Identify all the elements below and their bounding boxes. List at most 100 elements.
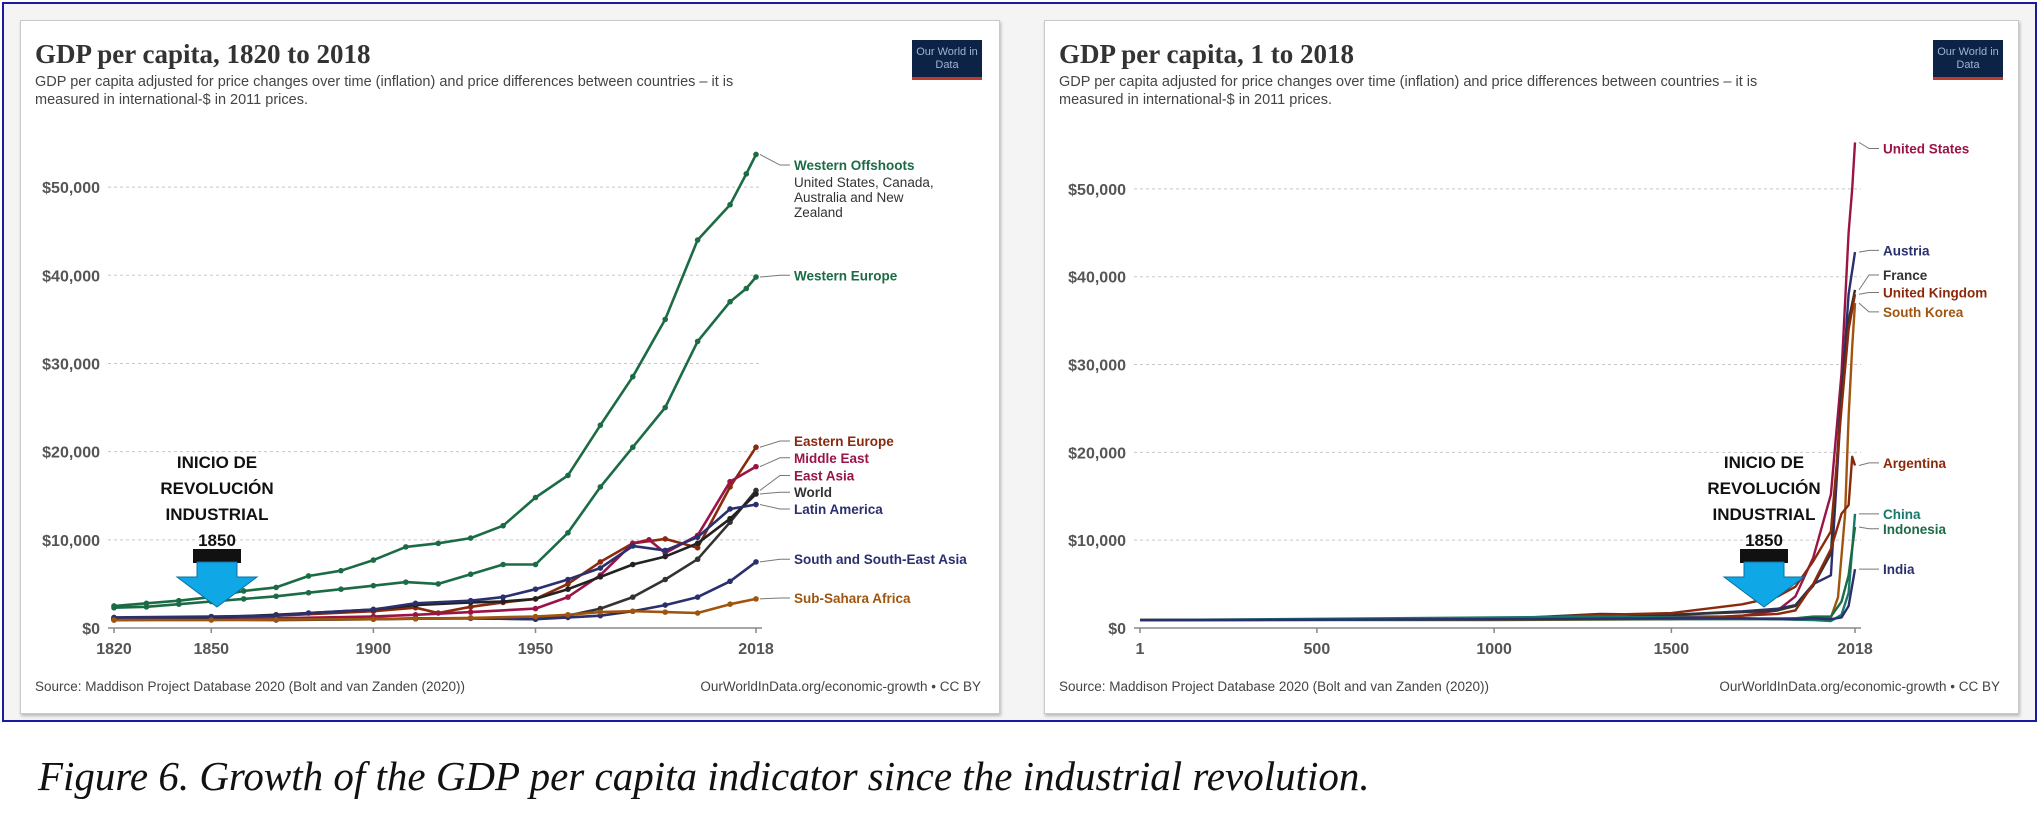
data-point bbox=[500, 522, 506, 529]
data-point bbox=[753, 501, 759, 508]
data-point bbox=[176, 601, 182, 607]
series-label: East Asia bbox=[794, 468, 855, 483]
data-point bbox=[694, 237, 701, 243]
data-point bbox=[753, 596, 759, 602]
data-point bbox=[694, 534, 701, 540]
x-tick-label: 1 bbox=[1136, 641, 1145, 658]
series-label: Western Europe bbox=[794, 268, 898, 283]
data-point bbox=[753, 274, 759, 280]
data-point bbox=[694, 556, 701, 563]
data-point bbox=[500, 561, 506, 568]
data-point bbox=[532, 613, 539, 620]
data-point bbox=[565, 576, 571, 583]
data-point bbox=[305, 573, 312, 579]
series-note: United States, Canada, bbox=[794, 175, 934, 190]
label-connector bbox=[759, 440, 790, 448]
series-label: South and South-East Asia bbox=[794, 552, 967, 567]
data-point bbox=[662, 609, 669, 615]
data-point bbox=[727, 298, 733, 305]
x-tick-label: 2018 bbox=[1837, 641, 1873, 658]
series-label: China bbox=[1883, 507, 1921, 522]
annotation-text: REVOLUCIÓN bbox=[160, 479, 273, 498]
data-point bbox=[467, 535, 474, 541]
data-point bbox=[273, 616, 279, 623]
data-point bbox=[727, 515, 733, 522]
data-point bbox=[629, 444, 636, 451]
data-point bbox=[727, 478, 733, 485]
data-point bbox=[629, 594, 636, 600]
data-point bbox=[753, 491, 759, 497]
series-line-sub-sahara-africa bbox=[114, 597, 757, 622]
label-connector bbox=[759, 474, 790, 491]
series-label: Middle East bbox=[794, 451, 870, 466]
y-tick-label: $10,000 bbox=[1068, 533, 1126, 550]
series-line-western-europe bbox=[113, 276, 757, 609]
data-point bbox=[305, 610, 312, 616]
x-tick-label: 1000 bbox=[1476, 641, 1512, 658]
data-point bbox=[403, 544, 409, 550]
series-label: United States bbox=[1883, 142, 1969, 157]
x-tick-label: 2018 bbox=[738, 641, 774, 658]
data-point bbox=[597, 484, 604, 490]
line-chart-1820-2018: $0 $10,000 $20,000 $30,000 $40,000 $50,000 182… bbox=[42, 151, 967, 658]
series-note: Australia and New bbox=[794, 190, 904, 205]
data-point bbox=[467, 571, 474, 578]
label-connector bbox=[1858, 462, 1879, 467]
data-point bbox=[370, 606, 377, 613]
data-point bbox=[467, 615, 474, 621]
annotation-text: INICIO DE bbox=[177, 453, 257, 472]
data-point bbox=[727, 201, 733, 208]
annotation-text: REVOLUCIÓN bbox=[1707, 479, 1820, 498]
data-point bbox=[111, 604, 117, 611]
data-point bbox=[435, 581, 442, 587]
y-tick-label: $50,000 bbox=[42, 180, 100, 197]
chart-subtitle: GDP per capita adjusted for price change… bbox=[1059, 74, 1758, 108]
series-label: Latin America bbox=[794, 502, 883, 517]
data-point bbox=[662, 576, 669, 583]
data-point bbox=[435, 540, 442, 547]
data-point bbox=[273, 612, 279, 619]
owid-logo: Our World in Data bbox=[1933, 40, 2003, 80]
annotation-year: 1850 bbox=[198, 531, 236, 550]
data-point bbox=[629, 373, 636, 380]
data-point bbox=[467, 597, 474, 604]
data-point bbox=[370, 616, 377, 622]
label-connector bbox=[1858, 302, 1879, 313]
data-point bbox=[646, 537, 652, 543]
x-tick-label: 1950 bbox=[518, 641, 554, 658]
data-point bbox=[532, 605, 539, 612]
label-connector bbox=[759, 504, 790, 510]
arrow-head bbox=[1722, 561, 1806, 608]
data-point bbox=[694, 338, 701, 345]
data-point bbox=[597, 609, 604, 615]
label-connector bbox=[759, 154, 790, 166]
series-label: World bbox=[794, 485, 832, 500]
annotation-year: 1850 bbox=[1745, 531, 1783, 550]
chart-url: OurWorldInData.org/economic-growth • CC … bbox=[700, 679, 981, 694]
data-point bbox=[743, 285, 750, 292]
label-connector bbox=[1858, 249, 1879, 253]
label-connector bbox=[759, 597, 790, 600]
industrial-revolution-arrow bbox=[1722, 549, 1806, 608]
data-point bbox=[532, 561, 539, 568]
series-line-india bbox=[1139, 568, 1857, 622]
chart-source: Source: Maddison Project Database 2020 (… bbox=[1059, 679, 1490, 694]
data-point bbox=[111, 617, 117, 623]
data-point bbox=[743, 171, 750, 177]
data-point bbox=[662, 536, 669, 542]
data-point bbox=[467, 604, 474, 610]
arrow-bar bbox=[1740, 549, 1788, 563]
series-label: Eastern Europe bbox=[794, 434, 894, 449]
y-tick-label: $30,000 bbox=[1068, 358, 1126, 375]
label-connector bbox=[1858, 526, 1879, 530]
data-point bbox=[532, 596, 539, 602]
chart-panel-1820-2018: GDP per capita, 1820 to 2018 GDP per cap… bbox=[20, 20, 1000, 714]
label-connector bbox=[1858, 141, 1879, 150]
data-point bbox=[662, 602, 669, 608]
label-connector bbox=[759, 558, 790, 563]
data-point bbox=[305, 589, 312, 596]
data-point bbox=[565, 586, 571, 592]
y-tick-label: $40,000 bbox=[42, 268, 100, 285]
data-point bbox=[597, 574, 604, 580]
data-point bbox=[629, 608, 636, 615]
